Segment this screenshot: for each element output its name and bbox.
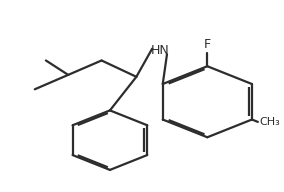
Text: HN: HN	[151, 44, 169, 57]
Text: CH₃: CH₃	[259, 117, 280, 127]
Text: F: F	[204, 38, 211, 51]
